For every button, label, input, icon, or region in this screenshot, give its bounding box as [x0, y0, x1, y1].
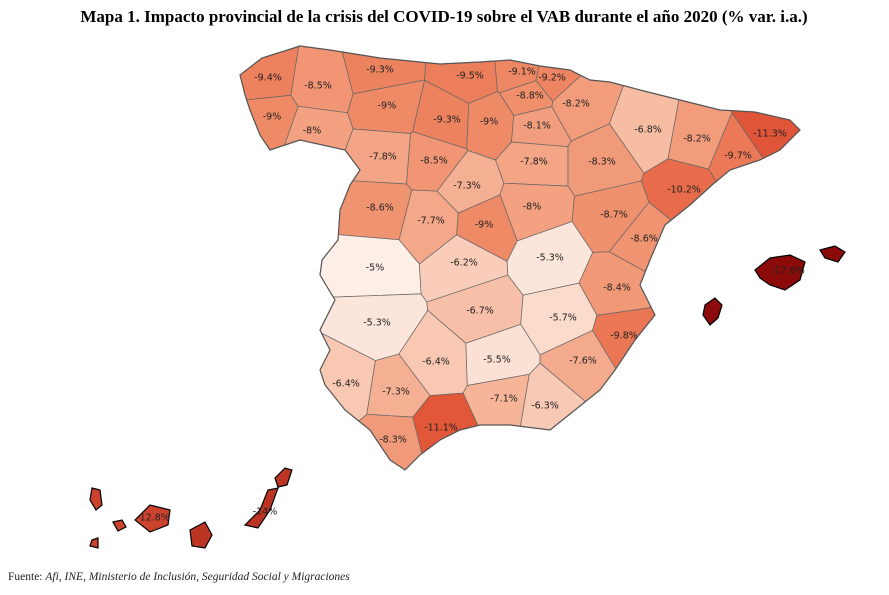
province-label: -7.3%: [453, 181, 481, 192]
province-label: -9%: [480, 117, 499, 128]
province-label: -9.7%: [724, 151, 752, 162]
province-label: -5.7%: [549, 313, 577, 324]
province-label: -9.1%: [508, 67, 536, 78]
province-label: -9.2%: [538, 73, 566, 84]
province-label: -6.3%: [531, 401, 559, 412]
province-label: -8.3%: [588, 157, 616, 168]
province-label: -8.2%: [562, 99, 590, 110]
province-label: -8.5%: [304, 81, 332, 92]
island: [134, 504, 171, 533]
island: [274, 467, 293, 488]
island: [243, 487, 279, 529]
province-label: -9%: [263, 112, 282, 123]
province-label: -8%: [303, 126, 322, 137]
island: [112, 519, 127, 532]
province-label: -12.8%: [136, 513, 170, 524]
source-label: Fuente:: [8, 571, 43, 583]
island: [89, 537, 99, 549]
province-label: -7.1%: [490, 394, 518, 405]
province-label: -17.6%: [771, 266, 805, 277]
source: Fuente: Afi, INE, Ministerio de Inclusió…: [8, 571, 350, 583]
province-label: -14%: [253, 507, 278, 518]
province-label: -6.2%: [450, 258, 478, 269]
island: [754, 254, 806, 291]
province-label: -8.5%: [420, 156, 448, 167]
province-label: -8.3%: [379, 435, 407, 446]
province-label: -6.7%: [466, 306, 494, 317]
province-label: -8.6%: [366, 203, 394, 214]
province-label: -9.3%: [433, 115, 461, 126]
province-label: -8%: [523, 202, 542, 213]
province-label: -8.7%: [600, 210, 628, 221]
province-label: -5%: [366, 263, 385, 274]
province-label: -8.2%: [683, 134, 711, 145]
province-label: -5.3%: [363, 318, 391, 329]
province-label: -8.4%: [603, 283, 631, 294]
province-label: -7.3%: [382, 387, 410, 398]
province-label: -5.3%: [536, 253, 564, 264]
province-label: -9.3%: [366, 65, 394, 76]
province-label: -6.8%: [634, 125, 662, 136]
province-label: -9.5%: [456, 71, 484, 82]
province-label: -9%: [475, 220, 494, 231]
province-label: -7.8%: [369, 152, 397, 163]
province-label: -6.4%: [332, 379, 360, 390]
province-label: -7.7%: [417, 216, 445, 227]
province-label: -7.8%: [520, 157, 548, 168]
province-label: -8.8%: [516, 91, 544, 102]
province-label: -9%: [378, 101, 397, 112]
province-label: -9.8%: [610, 331, 638, 342]
map-title: Mapa 1. Impacto provincial de la crisis …: [80, 7, 807, 26]
province-label: -6.4%: [422, 357, 450, 368]
coastline: [239, 45, 801, 471]
island: [702, 297, 723, 326]
province-label: -5.5%: [483, 355, 511, 366]
island: [819, 245, 846, 263]
province-label: -9.4%: [254, 73, 282, 84]
island: [189, 521, 213, 549]
island: [89, 487, 103, 511]
province-label: -10.2%: [667, 185, 701, 196]
province-label: -11.3%: [753, 129, 787, 140]
province-label: -7.6%: [569, 356, 597, 367]
province-label: -11.1%: [424, 423, 458, 434]
source-text: Afi, INE, Ministerio de Inclusión, Segur…: [44, 571, 350, 583]
province-label: -8.1%: [523, 121, 551, 132]
province-label: -8.6%: [630, 234, 658, 245]
